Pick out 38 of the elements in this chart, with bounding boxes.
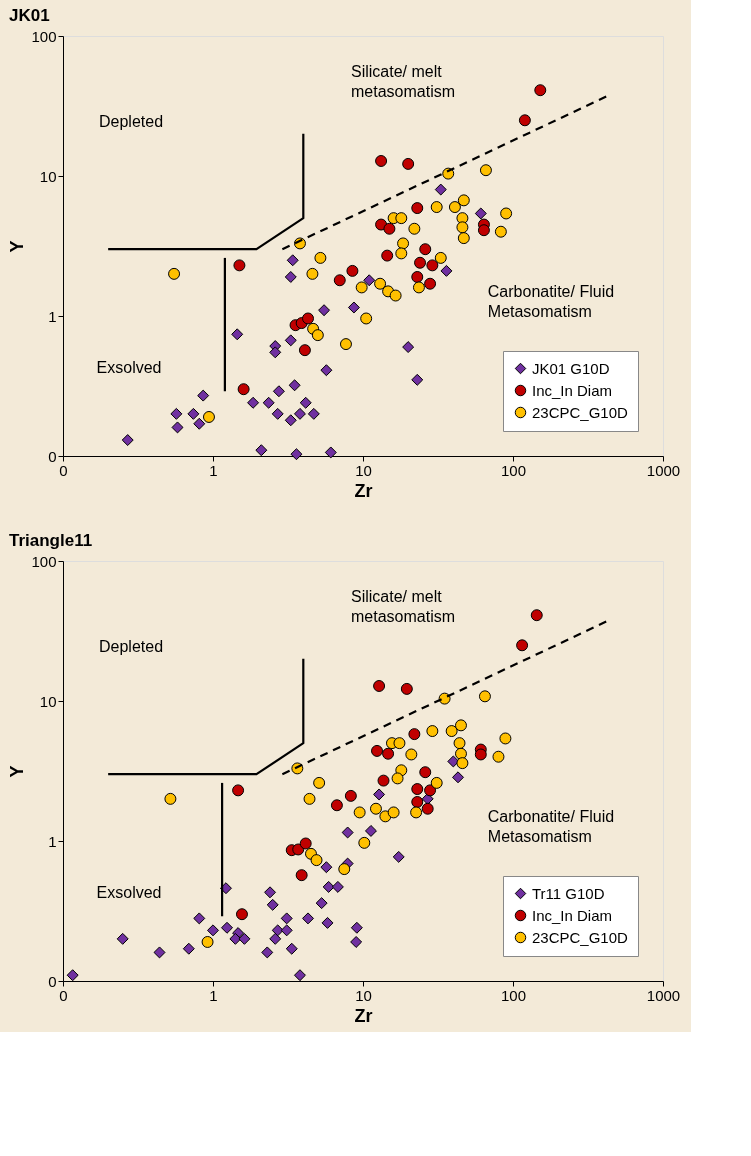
x-tick-label: 10 xyxy=(355,461,372,479)
y-tick-label: 1 xyxy=(48,307,57,325)
x-axis-title: Zr xyxy=(354,1005,373,1026)
y-tick-label: 0 xyxy=(48,972,57,990)
legend-label: 23CPC_G10D xyxy=(532,403,629,421)
x-tick-label: 0 xyxy=(59,986,68,1004)
x-tick-label: 10 xyxy=(355,986,372,1004)
chart-title: Triangle11 xyxy=(8,531,93,550)
x-tick-label: 1000 xyxy=(646,986,681,1004)
legend-label: Tr11 G10D xyxy=(532,884,605,902)
annotation: Carbonatite/ Fluid Metasomatism xyxy=(487,283,615,321)
y-tick-label: 100 xyxy=(31,552,57,570)
y-axis-title: Y xyxy=(7,765,28,778)
x-tick-label: 100 xyxy=(500,461,527,479)
y-tick-label: 1 xyxy=(48,832,57,850)
x-tick-label: 1000 xyxy=(646,461,681,479)
x-axis-title: Zr xyxy=(354,480,373,501)
y-tick-label: 100 xyxy=(31,27,57,45)
legend-label: Inc_In Diam xyxy=(532,381,613,399)
annotation: Exsolved xyxy=(96,358,162,376)
x-tick-label: 0 xyxy=(59,461,68,479)
legend-label: 23CPC_G10D xyxy=(532,928,629,946)
annotation: Silicate/ melt metasomatism xyxy=(351,62,456,100)
legend-label: Inc_In Diam xyxy=(532,906,613,924)
annotation: Depleted xyxy=(99,112,164,130)
x-tick-label: 1 xyxy=(209,461,218,479)
chart-title: JK01 xyxy=(8,6,50,25)
y-tick-label: 10 xyxy=(39,692,57,710)
y-tick-label: 0 xyxy=(48,447,57,465)
x-tick-label: 1 xyxy=(209,986,218,1004)
annotation: Silicate/ melt metasomatism xyxy=(351,587,456,625)
y-tick-label: 10 xyxy=(39,167,57,185)
legend-label: JK01 G10D xyxy=(532,359,610,377)
annotation: Depleted xyxy=(99,637,164,655)
annotation: Carbonatite/ Fluid Metasomatism xyxy=(487,808,615,846)
x-tick-label: 100 xyxy=(500,986,527,1004)
y-axis-title: Y xyxy=(7,240,28,253)
annotation: Exsolved xyxy=(96,883,162,901)
